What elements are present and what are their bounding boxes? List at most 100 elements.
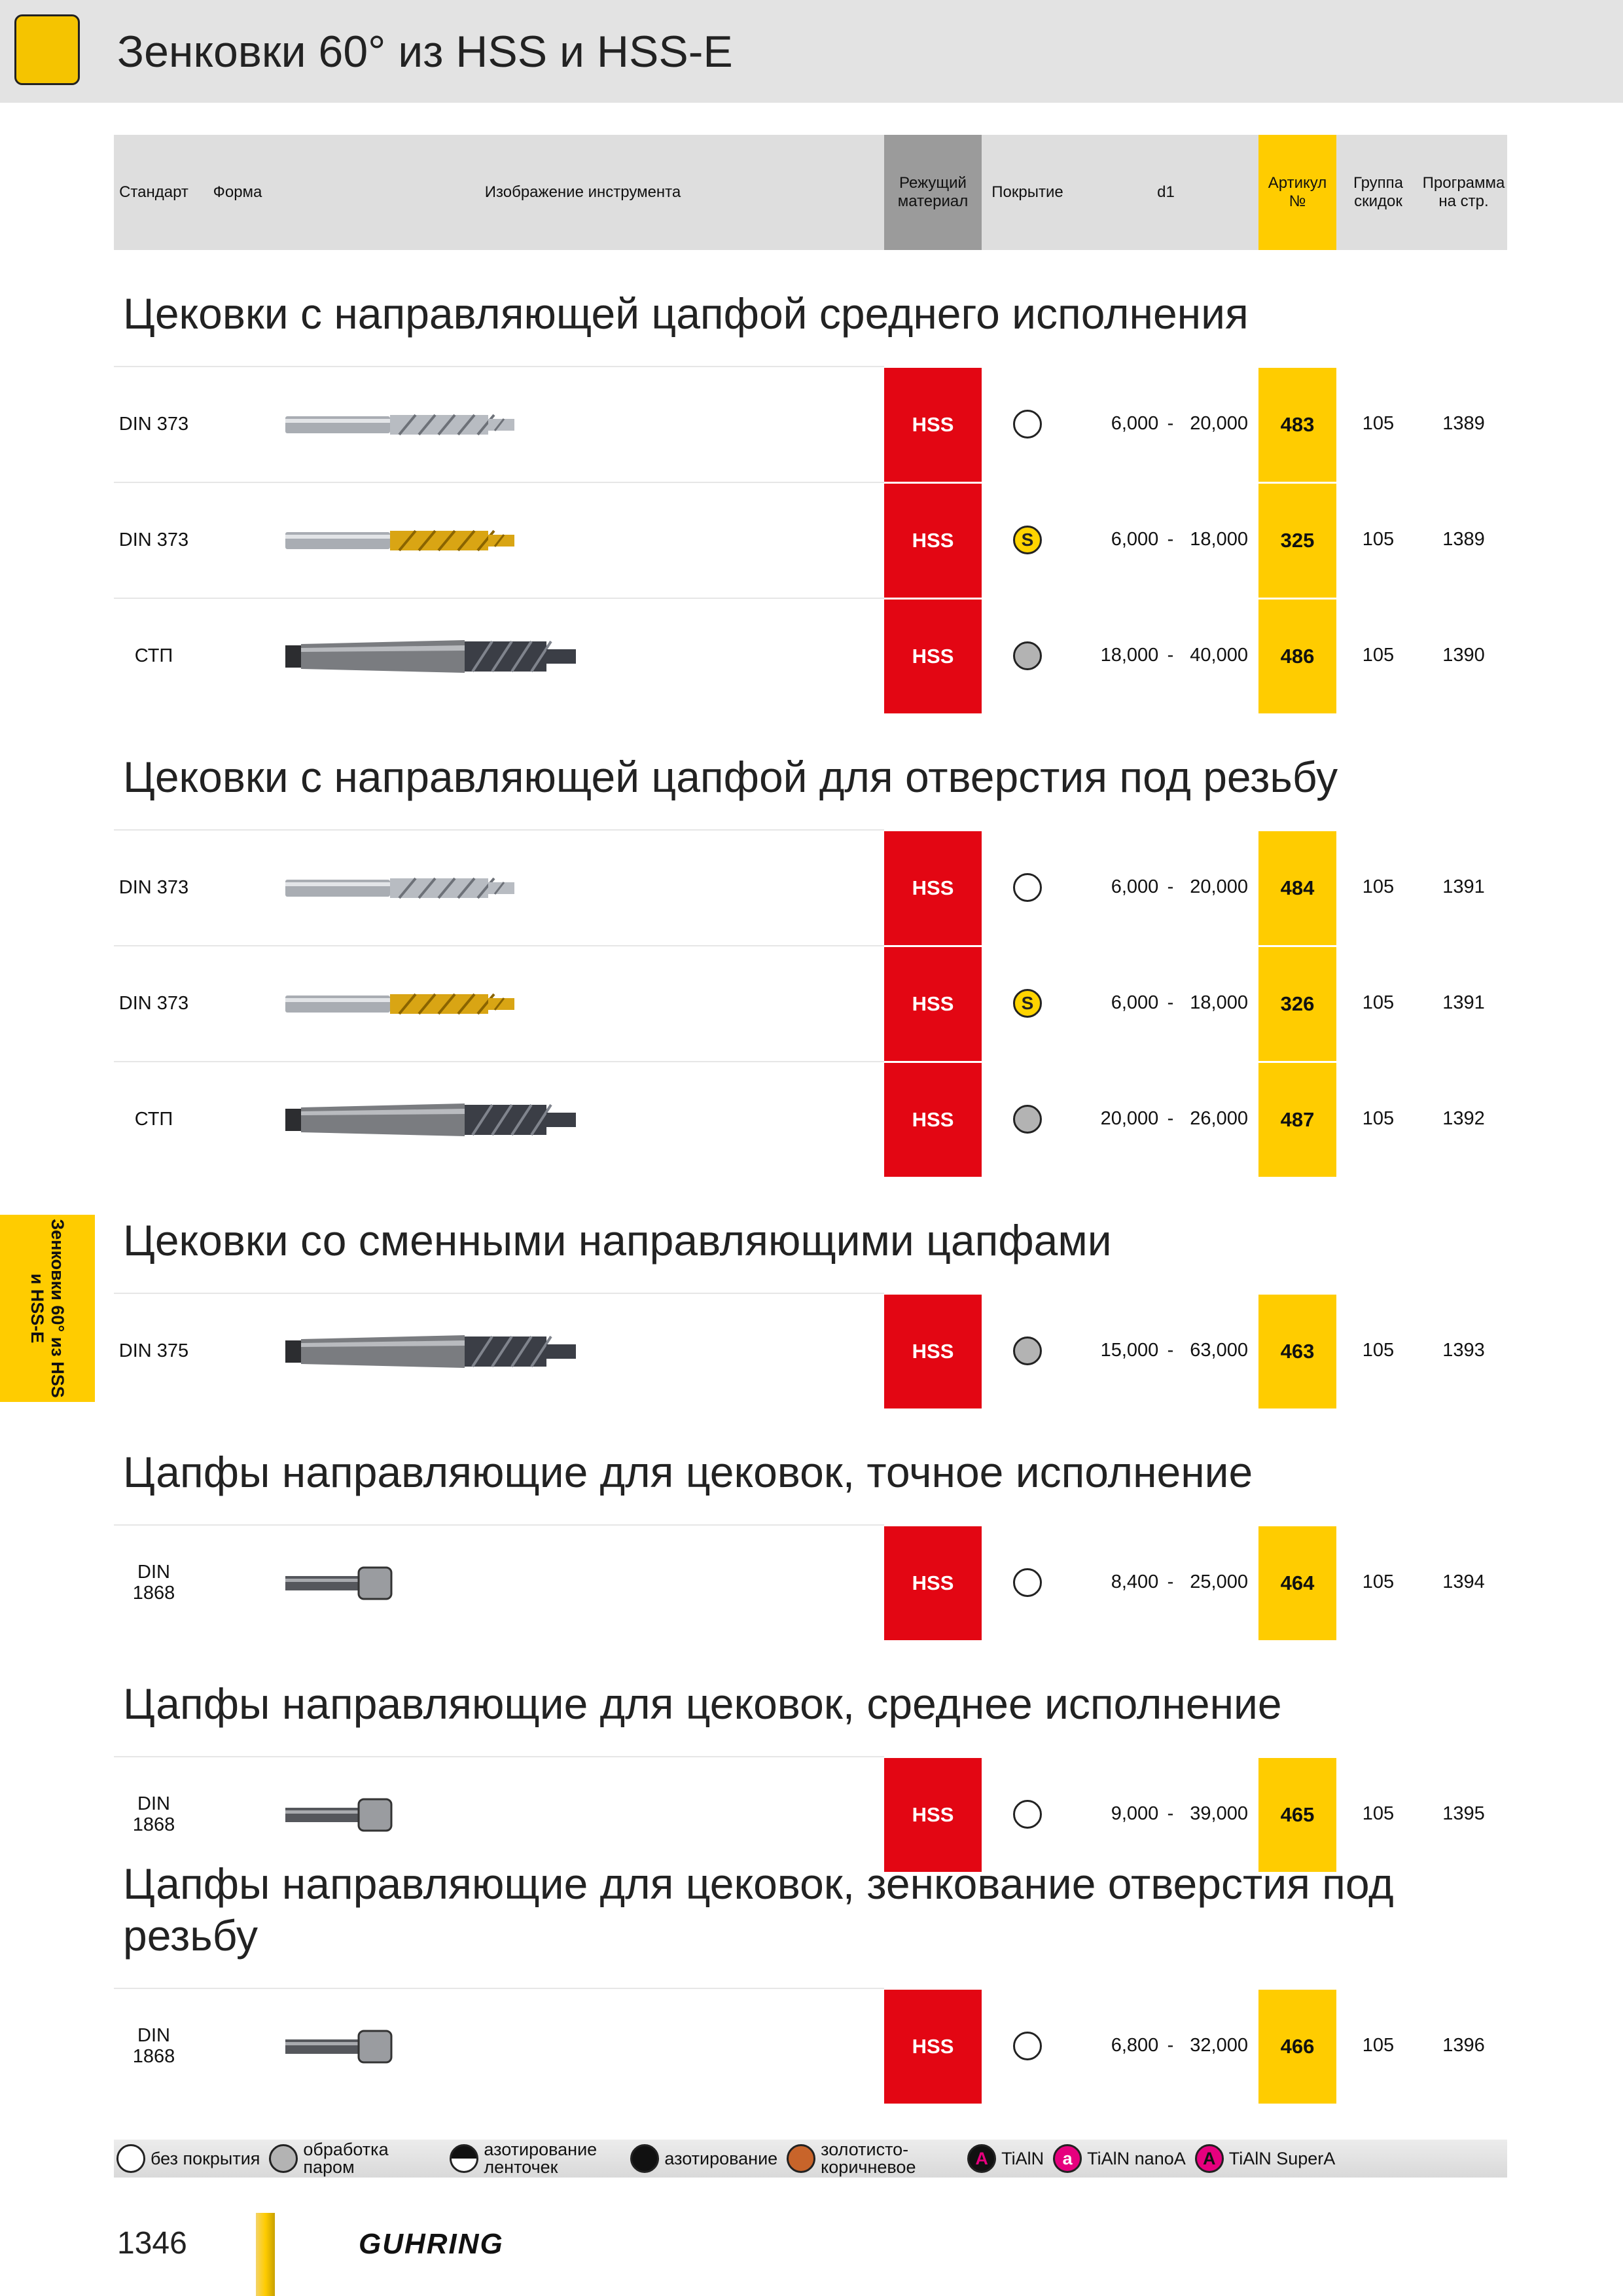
table-header: Стандарт Форма Изображение инструмента Режу… xyxy=(114,135,1507,250)
d1-range: 6,000-20,000 xyxy=(1073,829,1258,945)
catalog-page: 1394 xyxy=(1442,1571,1485,1592)
product-row: DIN 1868 HSS 9,000-39,000 465 105 1395 xyxy=(114,1756,1507,1872)
product-row: DIN 373 HSS S 6,000-18,000 325 105 1389 xyxy=(114,482,1507,598)
d1-max: 26,000 xyxy=(1190,1108,1248,1129)
column-header: Покрытие xyxy=(991,183,1063,202)
article-number: 484 xyxy=(1258,829,1336,945)
article-number: 326 xyxy=(1258,945,1336,1061)
coating-legend: без покрытия обработка паром азотирование … xyxy=(114,2140,1507,2178)
d1-max: 20,000 xyxy=(1190,876,1248,897)
section-title: Цековки с направляющей цапфой среднего и… xyxy=(123,289,1249,338)
tool-image xyxy=(285,1103,576,1136)
section-title: Цапфы направляющие для цековок, зенкован… xyxy=(123,1859,1394,1960)
legend-label: азотирование ленточек xyxy=(484,2140,597,2177)
standard: DIN 373 xyxy=(118,413,189,435)
flute-edge xyxy=(398,414,417,435)
d1-min: 6,800 xyxy=(1111,2035,1159,2056)
pilot-shaft xyxy=(285,2039,359,2054)
legend-item: A TiAlN SuperA xyxy=(1194,2144,1335,2173)
d1-max: 20,000 xyxy=(1190,413,1248,434)
d1-max: 40,000 xyxy=(1190,645,1248,666)
article-number: 465 xyxy=(1258,1756,1336,1872)
shank xyxy=(285,416,390,433)
material: HSS xyxy=(884,1988,982,2104)
standard-cell: СТП xyxy=(114,598,194,713)
pilot-highlight xyxy=(285,1810,359,1814)
pilot-edge xyxy=(493,418,505,431)
form-cell xyxy=(194,1756,281,1872)
form-cell xyxy=(194,1988,281,2104)
tool-image xyxy=(285,2030,393,2063)
material: HSS xyxy=(884,598,982,713)
header-bar: Зенковки 60° из HSS и HSS-E xyxy=(0,0,1623,103)
d1-min: 6,000 xyxy=(1111,413,1159,434)
d1-range: 6,000-18,000 xyxy=(1073,482,1258,598)
range-separator: - xyxy=(1167,645,1174,666)
image-cell xyxy=(281,1524,884,1640)
coating-cell: S xyxy=(982,945,1073,1061)
article-number: 325 xyxy=(1258,482,1336,598)
tool-image xyxy=(285,877,514,899)
flute-edge xyxy=(457,529,476,551)
standard: DIN 373 xyxy=(118,529,189,550)
flute-edge xyxy=(530,1335,552,1367)
flutes xyxy=(465,641,546,672)
pilot-tip xyxy=(546,1344,576,1359)
flute-edge xyxy=(437,993,456,1014)
product-row: DIN 373 HSS 6,000-20,000 484 105 1391 xyxy=(114,829,1507,945)
coating-cell xyxy=(982,366,1073,482)
flutes xyxy=(465,1336,546,1367)
tool-image xyxy=(285,1566,393,1600)
pilot-tip xyxy=(488,418,514,431)
standard: DIN 373 xyxy=(118,992,189,1014)
form-cell xyxy=(194,1293,281,1408)
pilot-tip xyxy=(546,649,576,664)
d1-range: 15,000-63,000 xyxy=(1073,1293,1258,1408)
shank-highlight xyxy=(285,997,390,1002)
shank-highlight xyxy=(285,882,390,886)
column-header: Стандарт xyxy=(119,183,188,202)
range-separator: - xyxy=(1167,2035,1174,2056)
material: HSS xyxy=(884,1293,982,1408)
legend-item: A TiAlN xyxy=(967,2144,1044,2173)
range-separator: - xyxy=(1167,876,1174,897)
standard: СТП xyxy=(134,1108,173,1130)
tang xyxy=(285,1340,301,1363)
side-tab-text: Зенковки 60° из HSS и HSS-E xyxy=(27,1219,68,1398)
product-table: Стандарт Форма Изображение инструмента Режу… xyxy=(114,135,1507,2104)
form-cell xyxy=(194,829,281,945)
section-title: Цековки с направляющей цапфой для отверс… xyxy=(123,752,1338,801)
range-separator: - xyxy=(1167,992,1174,1013)
discount-group: 105 xyxy=(1362,529,1395,550)
standard: DIN 373 xyxy=(118,876,189,898)
discount-group: 105 xyxy=(1362,645,1395,666)
page-number: 1346 xyxy=(117,2226,187,2261)
coating-symbol xyxy=(1013,409,1042,439)
d1-min: 9,000 xyxy=(1111,1803,1159,1824)
flute-edge xyxy=(471,1103,493,1136)
legend-item: без покрытия xyxy=(116,2144,260,2173)
coating-cell xyxy=(982,598,1073,713)
catalog-page: 1391 xyxy=(1442,876,1485,897)
flute-edge xyxy=(476,414,495,435)
flute-edge xyxy=(437,877,456,899)
tool-image xyxy=(285,1335,576,1368)
flute-edge xyxy=(457,414,476,435)
image-cell xyxy=(281,945,884,1061)
taper-highlight xyxy=(301,1108,465,1115)
range-separator: - xyxy=(1167,1340,1174,1361)
product-row: СТП HSS 18,000-40,000 486 105 1390 xyxy=(114,598,1507,713)
flute-edge xyxy=(437,529,456,551)
article-number: 464 xyxy=(1258,1524,1336,1640)
coating-symbol xyxy=(1013,1336,1042,1365)
d1-min: 6,000 xyxy=(1111,529,1159,550)
legend-label: золотисто-коричневое xyxy=(821,2140,916,2177)
flute-edge xyxy=(471,640,493,672)
legend-label: азотирование xyxy=(664,2148,778,2168)
flute-edge xyxy=(491,640,513,672)
material: HSS xyxy=(884,1061,982,1177)
range-separator: - xyxy=(1167,1108,1174,1129)
range-separator: - xyxy=(1167,413,1174,434)
flute-edge xyxy=(476,877,495,899)
